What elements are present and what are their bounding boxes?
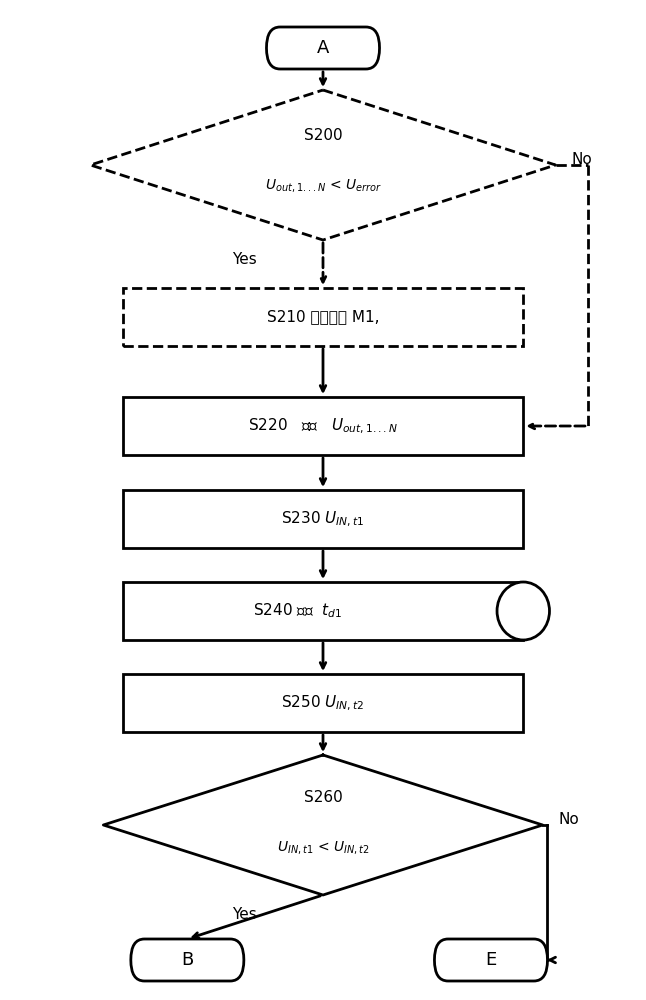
Text: S210 标记标志 M1,: S210 标记标志 M1, [267, 310, 379, 324]
Text: S260: S260 [304, 790, 342, 804]
Text: S230 $U_{IN,t1}$: S230 $U_{IN,t1}$ [282, 509, 364, 529]
Text: No: No [559, 812, 579, 828]
Bar [123, 288, 523, 346]
Ellipse shape [497, 582, 550, 640]
FancyBboxPatch shape [130, 939, 244, 981]
FancyBboxPatch shape [435, 939, 547, 981]
Text: S240 延迟  $t_{d1}$: S240 延迟 $t_{d1}$ [253, 602, 342, 620]
Text: S250 $U_{IN,t2}$: S250 $U_{IN,t2}$ [282, 693, 364, 713]
Text: $U_{out,1...N}$ < $U_{error}$: $U_{out,1...N}$ < $U_{error}$ [265, 176, 381, 194]
Bar [517, 584, 523, 638]
Text: E: E [485, 951, 497, 969]
Text: Yes: Yes [233, 252, 257, 267]
Text: $U_{IN,t1}$ < $U_{IN,t2}$: $U_{IN,t1}$ < $U_{IN,t2}$ [276, 838, 370, 856]
Text: S200: S200 [304, 127, 342, 142]
Text: Yes: Yes [233, 907, 257, 922]
Bar [123, 674, 523, 732]
Bar [123, 490, 523, 548]
Text: S220   切断   $U_{out,1...N}$: S220 切断 $U_{out,1...N}$ [248, 416, 398, 436]
Text: B: B [182, 951, 193, 969]
Text: No: No [572, 152, 592, 167]
Bar [123, 397, 523, 455]
FancyBboxPatch shape [266, 27, 379, 69]
Bar [123, 582, 523, 640]
Text: A: A [317, 39, 329, 57]
